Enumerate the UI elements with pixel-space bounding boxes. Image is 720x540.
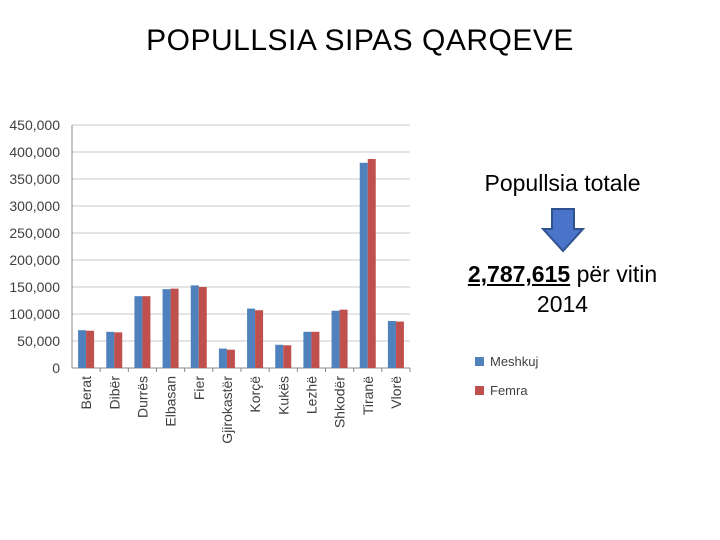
- year-suffix: për vitin: [576, 261, 658, 287]
- x-tick-label: Tiranë: [360, 376, 376, 415]
- bar-meshkuj: [78, 330, 87, 368]
- y-tick-label: 100,000: [9, 306, 60, 322]
- bar-femra: [395, 321, 404, 368]
- x-tick-label: Durrës: [134, 376, 150, 418]
- bar-meshkuj: [134, 296, 143, 368]
- y-tick-label: 300,000: [9, 198, 60, 214]
- y-tick-label: 150,000: [9, 279, 60, 295]
- legend-swatch-femra: [475, 385, 484, 395]
- bar-femra: [283, 345, 292, 368]
- y-tick-label: 450,000: [9, 117, 60, 133]
- bar-femra: [170, 288, 179, 368]
- bar-meshkuj: [218, 348, 227, 368]
- bar-femra: [142, 296, 151, 368]
- y-tick-label: 250,000: [9, 225, 60, 241]
- x-tick-label: Vlorë: [388, 376, 404, 409]
- x-tick-label: Dibër: [106, 376, 122, 410]
- bar-meshkuj: [247, 308, 256, 368]
- y-tick-label: 400,000: [9, 144, 60, 160]
- bar-meshkuj: [359, 162, 368, 368]
- y-tick-label: 0: [52, 360, 60, 376]
- bar-femra: [367, 159, 376, 368]
- x-tick-label: Fier: [191, 376, 207, 400]
- y-tick-label: 350,000: [9, 171, 60, 187]
- bar-femra: [198, 287, 207, 368]
- chart-legend: Meshkuj Femra: [475, 352, 538, 410]
- down-arrow-icon: [540, 208, 585, 253]
- bar-femra: [86, 330, 95, 368]
- legend-label-femra: Femra: [490, 382, 528, 398]
- total-population-value: 2,787,615: [467, 261, 571, 287]
- legend-item-femra: Femra: [475, 381, 538, 399]
- x-tick-label: Lezhë: [303, 376, 319, 414]
- bar-meshkuj: [275, 344, 284, 368]
- bar-meshkuj: [190, 285, 199, 368]
- bar-femra: [255, 310, 264, 368]
- x-tick-label: Kukës: [275, 376, 291, 415]
- bar-meshkuj: [106, 331, 115, 368]
- bar-meshkuj: [303, 331, 312, 368]
- year-value: 2014: [536, 291, 589, 317]
- x-tick-label: Shkodër: [332, 376, 348, 428]
- y-tick-label: 200,000: [9, 252, 60, 268]
- x-tick-label: Gjirokastër: [219, 376, 235, 444]
- legend-label-meshkuj: Meshkuj: [490, 353, 539, 369]
- bar-meshkuj: [162, 289, 171, 368]
- summary-panel: Popullsia totale 2,787,615 për vitin 201…: [425, 165, 700, 319]
- legend-item-meshkuj: Meshkuj: [475, 352, 538, 370]
- bar-femra: [339, 309, 348, 368]
- total-label: Popullsia totale: [484, 170, 641, 196]
- population-bar-chart: 0 50,000 100,000 150,000 200,000 250,000 300,0…: [9, 117, 411, 444]
- legend-swatch-meshkuj: [475, 356, 484, 366]
- bar-femra: [114, 332, 123, 368]
- bar-femra: [226, 349, 235, 368]
- x-tick-label: Korçë: [247, 376, 263, 413]
- bar-femra: [311, 331, 320, 368]
- slide-title: POPULLSIA SIPAS QARQEVE: [146, 24, 574, 57]
- bar-meshkuj: [331, 310, 340, 368]
- x-tick-label: Elbasan: [163, 376, 179, 427]
- bar-meshkuj: [387, 321, 396, 368]
- total-value-line: 2,787,615 për vitin 2014: [425, 259, 700, 319]
- y-tick-label: 50,000: [17, 333, 60, 349]
- x-tick-label: Berat: [78, 376, 94, 410]
